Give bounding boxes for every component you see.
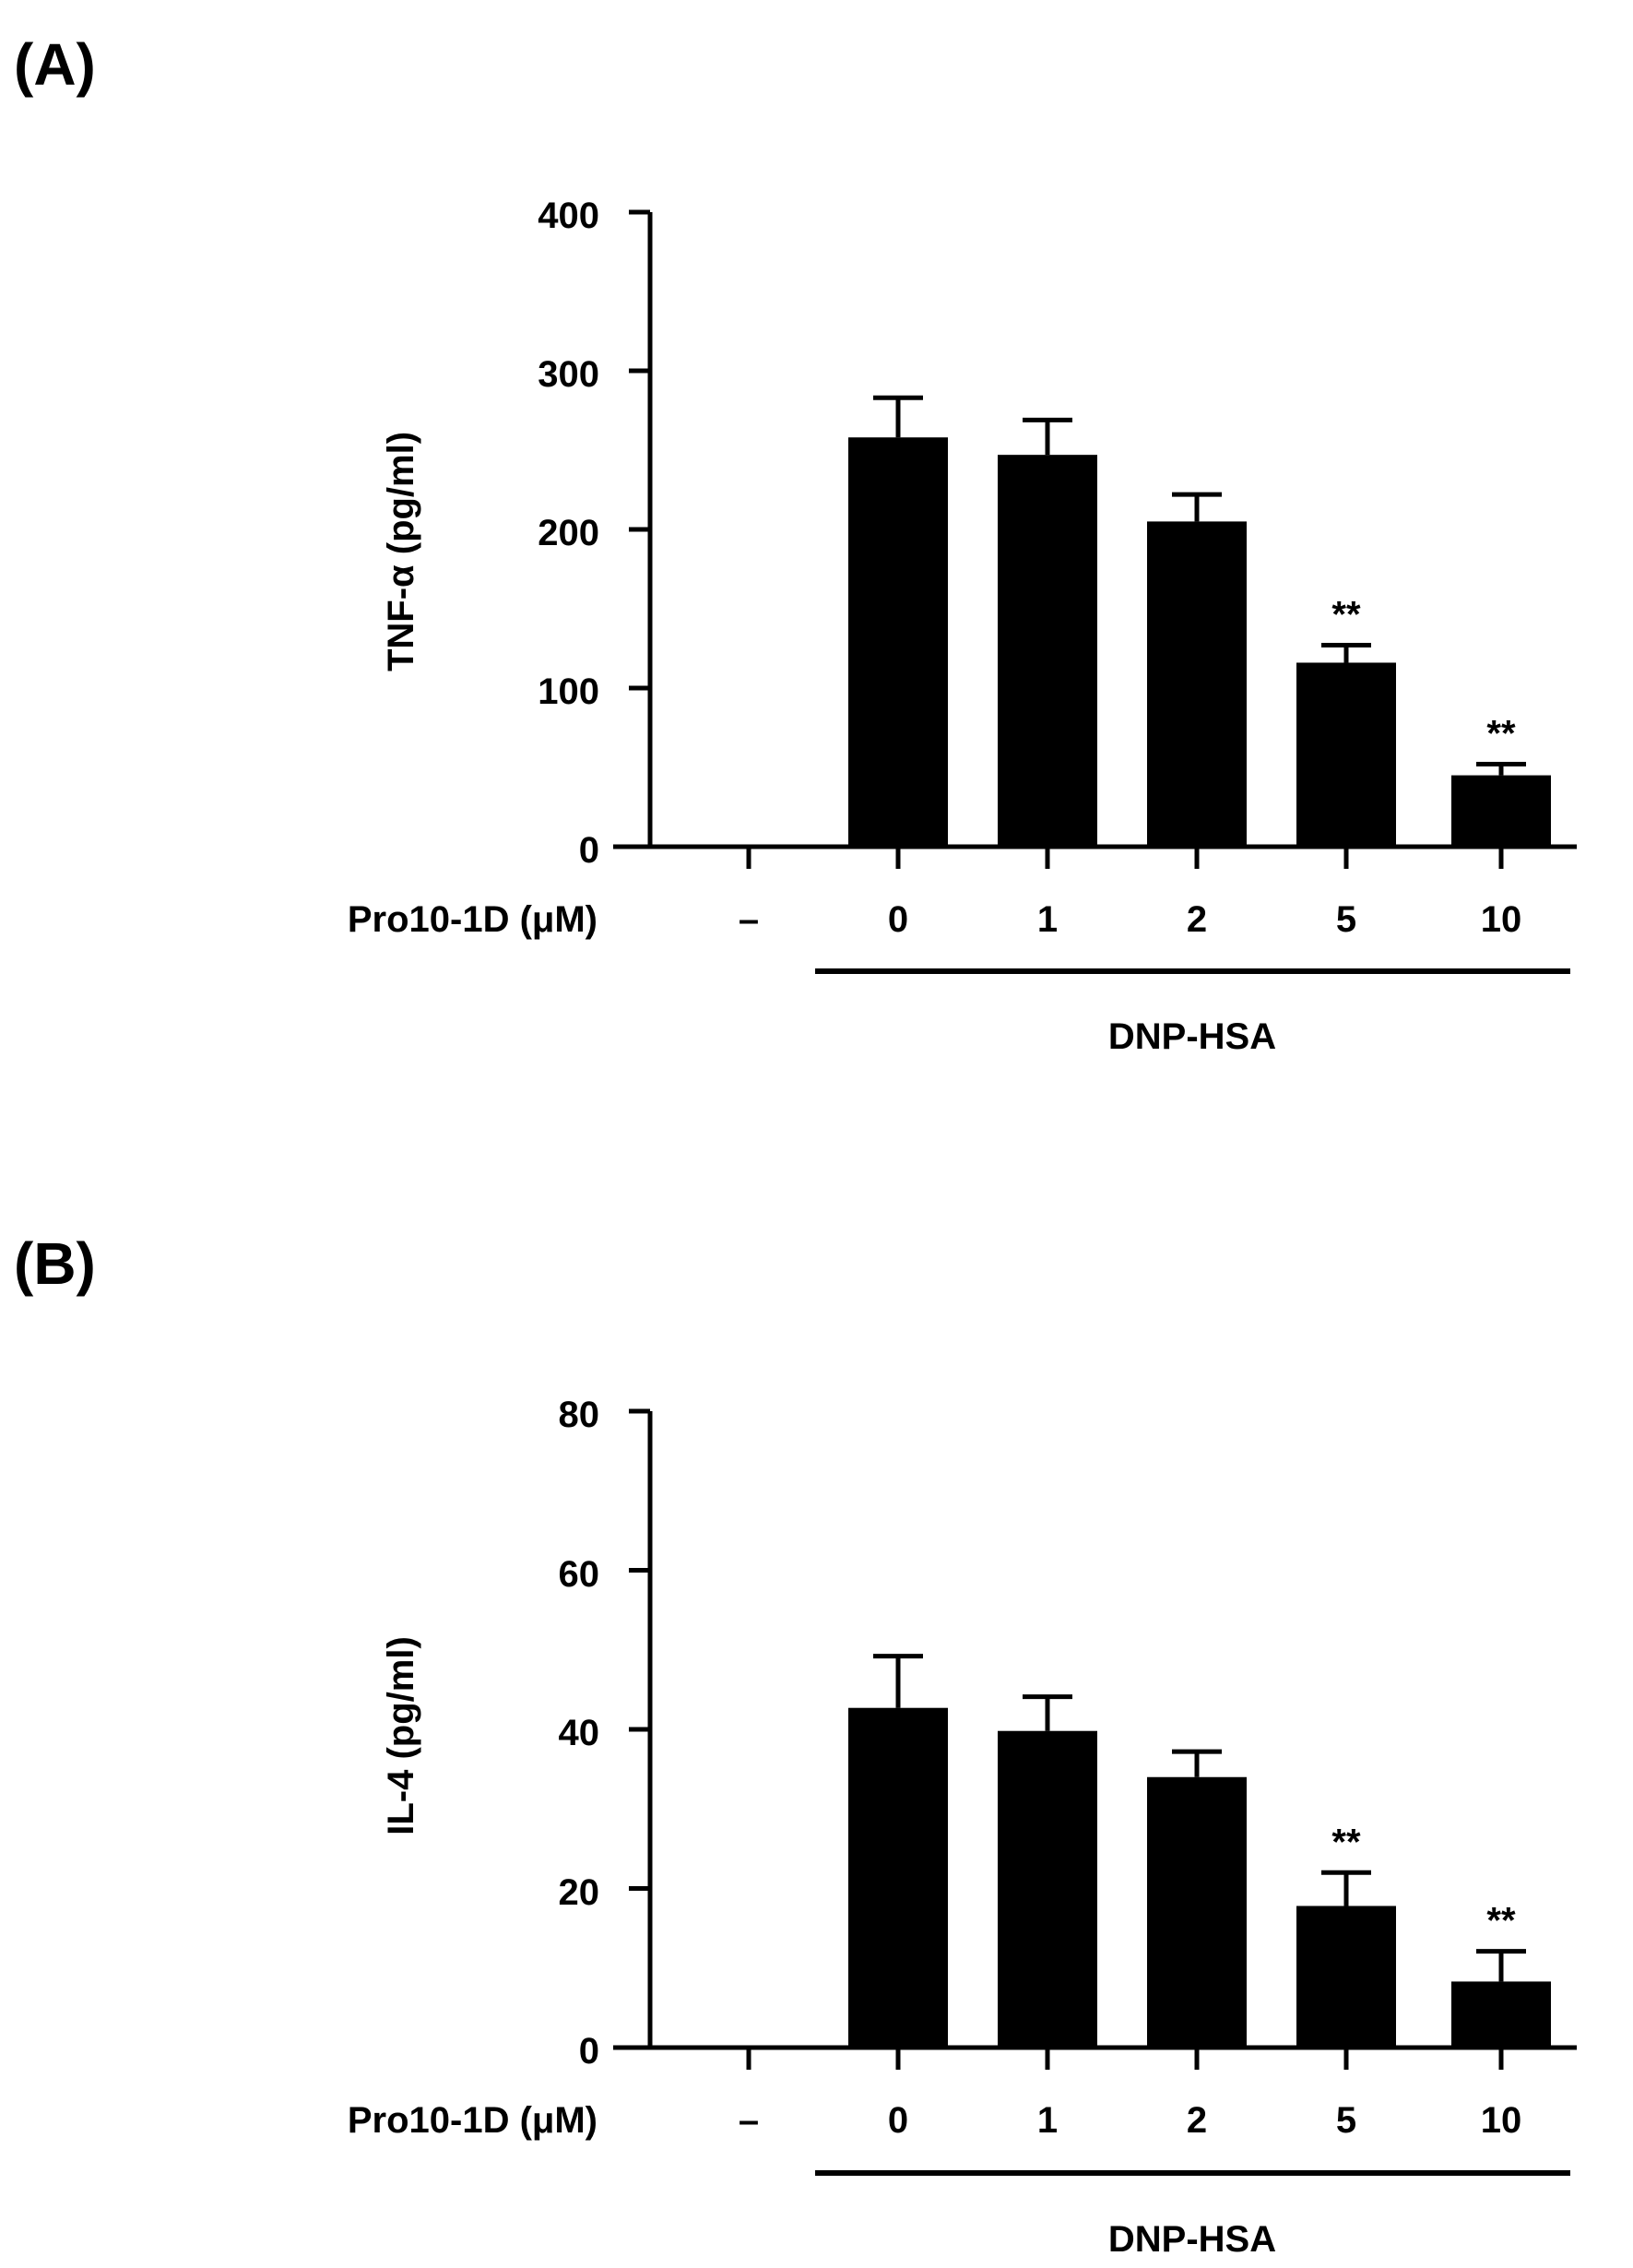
y-axis-label: TNF-α (pg/ml) <box>381 432 421 671</box>
panel-label: (B) <box>14 1230 96 1297</box>
significance-marker: ** <box>1486 714 1516 754</box>
y-ticks <box>629 1408 650 2050</box>
x-tick-label: 0 <box>888 2100 908 2141</box>
x-axis-label: Pro10-1D (μM) <box>348 2100 598 2141</box>
y-tick-label: 60 <box>559 1554 600 1595</box>
significance-marker: ** <box>1331 595 1361 635</box>
y-ticks <box>629 209 650 849</box>
y-tick-labels: 400 300 200 100 0 <box>538 196 599 871</box>
panel-a: (A) 400 300 200 100 0 <box>14 31 1577 1057</box>
y-tick-label: 40 <box>559 1713 600 1753</box>
x-tick-label: 10 <box>1481 2100 1522 2141</box>
y-tick-label: 300 <box>538 354 599 395</box>
bars: ** ** <box>848 395 1551 847</box>
bar <box>998 455 1097 847</box>
y-tick-label: 20 <box>559 1872 600 1913</box>
bar <box>1296 1906 1396 2048</box>
panel-label: (A) <box>14 31 96 98</box>
bar <box>998 1730 1097 2048</box>
x-ticks <box>746 847 1504 869</box>
x-tick-label: 0 <box>888 899 908 940</box>
x-tick-label: 1 <box>1037 899 1058 940</box>
bar <box>1296 662 1396 847</box>
y-tick-label: 100 <box>538 671 599 712</box>
x-tick-labels: – 0 1 2 5 10 <box>739 2100 1521 2141</box>
x-tick-label: 5 <box>1336 2100 1356 2141</box>
x-tick-label: 5 <box>1336 899 1356 940</box>
bar <box>848 437 948 847</box>
bars: ** ** <box>848 1654 1551 2048</box>
x-tick-label: 2 <box>1187 2100 1207 2141</box>
x-ticks <box>746 2048 1504 2070</box>
bar <box>1451 1981 1551 2048</box>
bar <box>848 1707 948 2048</box>
x-tick-label: – <box>739 2100 759 2141</box>
panel-b: (B) 80 60 40 20 0 IL-4 (pg/ml) <box>14 1230 1577 2260</box>
x-tick-labels: – 0 1 2 5 10 <box>739 899 1521 940</box>
x-tick-label: – <box>739 899 759 940</box>
bar <box>1451 775 1551 847</box>
x-tick-label: 2 <box>1187 899 1207 940</box>
y-tick-label: 200 <box>538 513 599 553</box>
bar <box>1147 1776 1247 2048</box>
y-tick-label: 0 <box>579 830 599 871</box>
y-tick-label: 400 <box>538 196 599 236</box>
y-tick-label: 80 <box>559 1395 600 1435</box>
significance-marker: ** <box>1486 1901 1516 1941</box>
x-axis-label: Pro10-1D (μM) <box>348 899 598 940</box>
y-axis-label: IL-4 (pg/ml) <box>381 1636 421 1835</box>
significance-marker: ** <box>1331 1822 1361 1862</box>
y-tick-label: 0 <box>579 2031 599 2072</box>
treatment-label: DNP-HSA <box>1108 1016 1276 1057</box>
bar <box>1147 521 1247 847</box>
x-tick-label: 10 <box>1481 899 1522 940</box>
y-tick-labels: 80 60 40 20 0 <box>559 1395 600 2072</box>
treatment-label: DNP-HSA <box>1108 2219 1276 2260</box>
x-tick-label: 1 <box>1037 2100 1058 2141</box>
